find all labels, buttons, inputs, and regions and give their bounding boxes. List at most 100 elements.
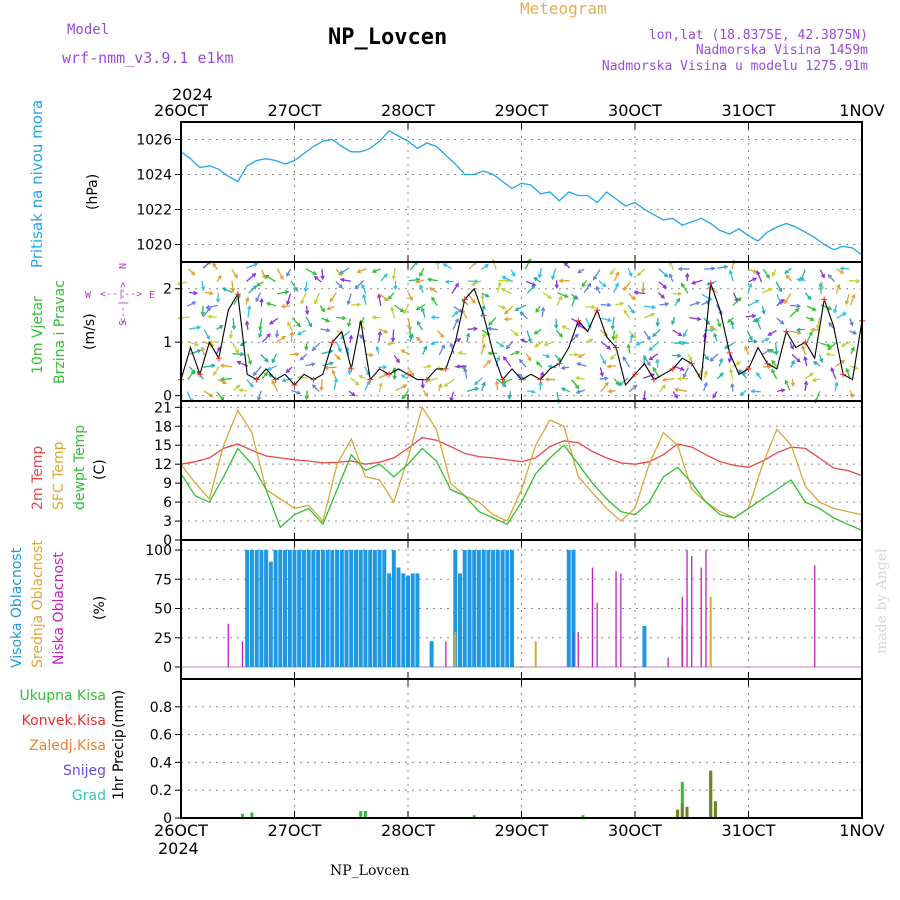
cloud-low-bar [814, 565, 816, 667]
wind-arrow-head [333, 377, 339, 383]
wind-arrow-head [604, 376, 609, 381]
compass-south: S [118, 320, 129, 326]
product-title: Meteogram [520, 0, 607, 18]
wind-arrow-head [663, 273, 669, 278]
wind-arrow-head [676, 376, 682, 381]
wind-arrow-head [285, 368, 291, 374]
wind-marker [215, 355, 222, 362]
wind-marker [556, 360, 563, 367]
wind-arrow-head [845, 367, 850, 373]
wind-arrow-head [255, 297, 260, 303]
wind-arrow [380, 273, 388, 282]
wind-arrow [682, 328, 688, 337]
wind-arrow [745, 315, 756, 318]
wind-arrow-head [194, 342, 200, 347]
wind-arrow [361, 284, 367, 295]
cloud-high-ylabel: Visoka Oblacnost [9, 547, 25, 668]
wind-arrow [600, 317, 612, 322]
wind-arrow [717, 265, 728, 269]
wind-arrow [593, 269, 601, 280]
wind-arrow [197, 371, 204, 380]
wind-arrow [233, 294, 241, 306]
wind-arrow [188, 268, 196, 276]
cloud-mid-bar [709, 596, 712, 667]
wind-arrow-head [811, 377, 817, 383]
wind-arrow-head [409, 332, 414, 338]
wind-arrow [297, 376, 308, 379]
wind-arrow [746, 330, 753, 341]
wind-arrow-head [650, 312, 656, 317]
wind-arrow-head [606, 345, 612, 350]
wind-arrow [539, 381, 542, 391]
wind-arrow-head [728, 269, 733, 275]
wind-marker [707, 280, 714, 287]
wind-arrow [663, 378, 675, 381]
pressure-panel: 1020 1022 1024 1026 [136, 121, 863, 263]
wind-arrow [453, 305, 463, 313]
wind-arrow [576, 389, 586, 394]
wind-arrow-head [304, 310, 310, 316]
wind-marker [234, 291, 241, 298]
wind-arrow-head [844, 300, 850, 306]
wind-arrow-head [503, 310, 509, 315]
wind-arrow-head [408, 296, 413, 302]
wind-arrow-head [208, 393, 214, 398]
cloud-high-bar [458, 573, 462, 667]
wind-arrow [265, 274, 276, 283]
wind-arrow-head [371, 268, 377, 273]
cloud-high-bar [410, 573, 415, 667]
wind-arrow-head [281, 378, 287, 383]
wind-arrow [378, 294, 382, 307]
wind-arrow-head [481, 343, 486, 348]
wind-arrow-head [604, 381, 609, 387]
wind-arrow [599, 353, 606, 365]
wind-ylabel-line2: Brzina i Pravac [52, 280, 68, 384]
wind-arrow-head [507, 395, 512, 400]
wind-marker [405, 371, 411, 378]
wind-arrow-head [827, 306, 833, 311]
wind-arrow-head [400, 349, 405, 354]
bottom-tick-label: 30OCT [608, 821, 662, 840]
wind-arrow [652, 329, 661, 337]
y-tick-label: 0.6 [150, 728, 172, 744]
wind-arrow [305, 390, 308, 399]
bottom-tick-label: 29OCT [495, 821, 549, 840]
wind-arrow [637, 268, 645, 277]
wind-arrow-head [514, 331, 519, 337]
wind-arrow-head [607, 302, 612, 308]
cloud-high-bar [344, 550, 349, 667]
wind-marker [348, 365, 355, 372]
wind-arrow-head [709, 357, 715, 362]
credit-text: made by Angel [874, 548, 890, 654]
top-tick-label: 26OCT [154, 101, 208, 120]
wind-arrow [656, 318, 659, 326]
wind-arrow-head [247, 304, 252, 310]
wind-arrow [401, 349, 411, 355]
wind-arrow-head [286, 300, 291, 306]
wind-arrow [286, 293, 292, 305]
wind-arrow [438, 345, 445, 356]
wind-arrow [480, 343, 486, 355]
wind-arrow-head [744, 345, 749, 351]
wind-arrow-head [796, 277, 801, 282]
wind-arrow-head [486, 359, 492, 365]
wind-arrow [789, 304, 800, 307]
bottom-tick-label: 27OCT [268, 821, 322, 840]
cloud-high-bar [382, 550, 387, 667]
wind-arrow [659, 303, 669, 306]
wind-arrow-head [646, 336, 651, 341]
wind-arrow-head [515, 350, 521, 355]
wind-arrow [299, 353, 308, 361]
wind-arrow [600, 341, 611, 350]
wind-arrow [213, 366, 220, 376]
wind-arrow-head [382, 364, 388, 370]
wind-arrow-head [558, 333, 563, 338]
wind-arrow-head [642, 355, 647, 361]
wind-arrow [206, 304, 219, 309]
wind-arrow [261, 269, 266, 279]
cloud-low-bar [686, 550, 688, 667]
wind-arrow-head [346, 300, 351, 306]
wind-arrow [657, 292, 665, 299]
wind-arrow-head [630, 309, 635, 314]
wind-arrow [372, 268, 381, 273]
